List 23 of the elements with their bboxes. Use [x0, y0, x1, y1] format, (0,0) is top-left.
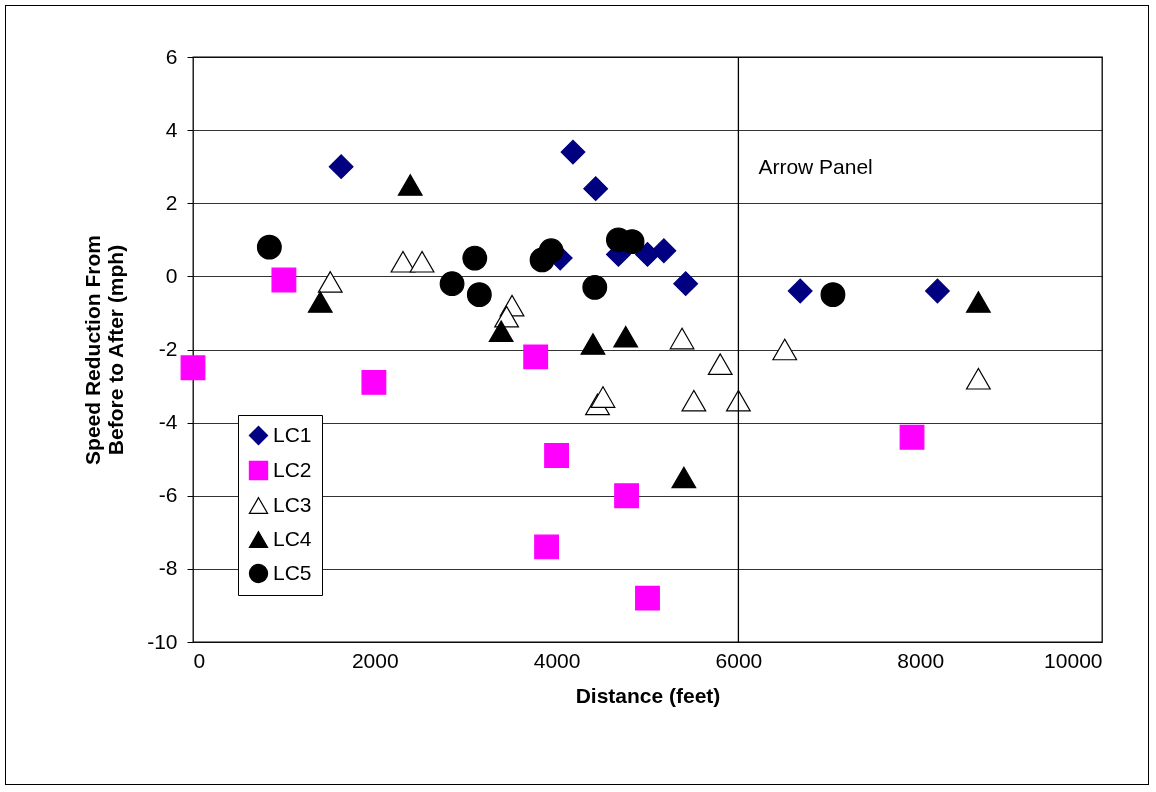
y-axis-title: Speed Reduction From Before to After (mph) — [81, 235, 128, 465]
x-tick-label: 2000 — [351, 648, 399, 672]
y-tick-label: -8 — [158, 556, 178, 580]
y-tick-label: -4 — [158, 410, 178, 434]
legend-label: LC3 — [273, 492, 312, 516]
y-tick-label: -6 — [158, 483, 178, 507]
x-axis-title: Distance (feet) — [575, 683, 721, 707]
legend-label: LC5 — [273, 560, 312, 584]
x-tick-label: 8000 — [897, 648, 945, 672]
legend-label: LC2 — [273, 457, 312, 481]
y-tick-label: -2 — [158, 337, 178, 360]
x-tick-label: 0 — [193, 648, 206, 672]
x-tick-label: 10000 — [1044, 648, 1103, 672]
y-tick-label: 6 — [165, 44, 178, 68]
y-tick-label: 4 — [165, 117, 178, 141]
ref-line-label: Arrow Panel — [758, 155, 873, 178]
y-tick-label: -10 — [147, 629, 178, 653]
legend-label: LC4 — [273, 526, 312, 550]
x-tick-label: 6000 — [715, 648, 763, 672]
legend-label: LC1 — [273, 422, 312, 446]
x-tick-label: 4000 — [533, 648, 581, 672]
y-tick-label: 0 — [165, 263, 178, 287]
y-tick-label: 2 — [165, 190, 178, 214]
